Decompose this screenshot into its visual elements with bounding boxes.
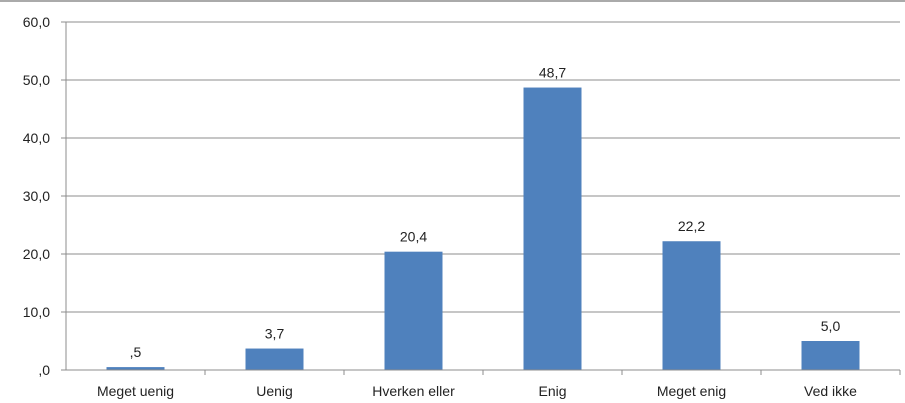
bar — [106, 367, 165, 370]
bar — [801, 341, 860, 370]
x-category-label: Hverken eller — [372, 383, 455, 399]
y-tick-label: ,0 — [38, 362, 50, 378]
x-category-label: Meget enig — [657, 383, 726, 399]
x-category-label: Meget uenig — [97, 383, 174, 399]
y-axis-ticks: ,0 10,0 20,0 30,0 40,0 50,0 60,0 — [23, 14, 66, 378]
bars — [106, 87, 860, 370]
y-tick-label: 40,0 — [23, 130, 50, 146]
bar — [662, 241, 721, 370]
y-tick-label: 50,0 — [23, 72, 50, 88]
data-label: 48,7 — [539, 65, 566, 81]
data-label: ,5 — [130, 344, 142, 360]
bar — [245, 348, 304, 370]
x-category-label: Ved ikke — [804, 383, 857, 399]
x-category-label: Enig — [538, 383, 566, 399]
data-labels: ,5 3,7 20,4 48,7 22,2 5,0 — [130, 65, 841, 361]
x-category-label: Uenig — [256, 383, 293, 399]
data-label: 3,7 — [265, 326, 285, 342]
y-tick-label: 10,0 — [23, 304, 50, 320]
y-tick-label: 20,0 — [23, 246, 50, 262]
data-label: 22,2 — [678, 218, 705, 234]
bar — [384, 251, 443, 370]
x-axis-categories: Meget uenig Uenig Hverken eller Enig Meget e… — [97, 370, 901, 399]
data-label: 20,4 — [400, 229, 427, 245]
y-tick-label: 30,0 — [23, 188, 50, 204]
data-label: 5,0 — [821, 318, 841, 334]
gridlines — [66, 21, 900, 313]
y-tick-label: 60,0 — [23, 14, 50, 30]
bar — [523, 87, 582, 370]
